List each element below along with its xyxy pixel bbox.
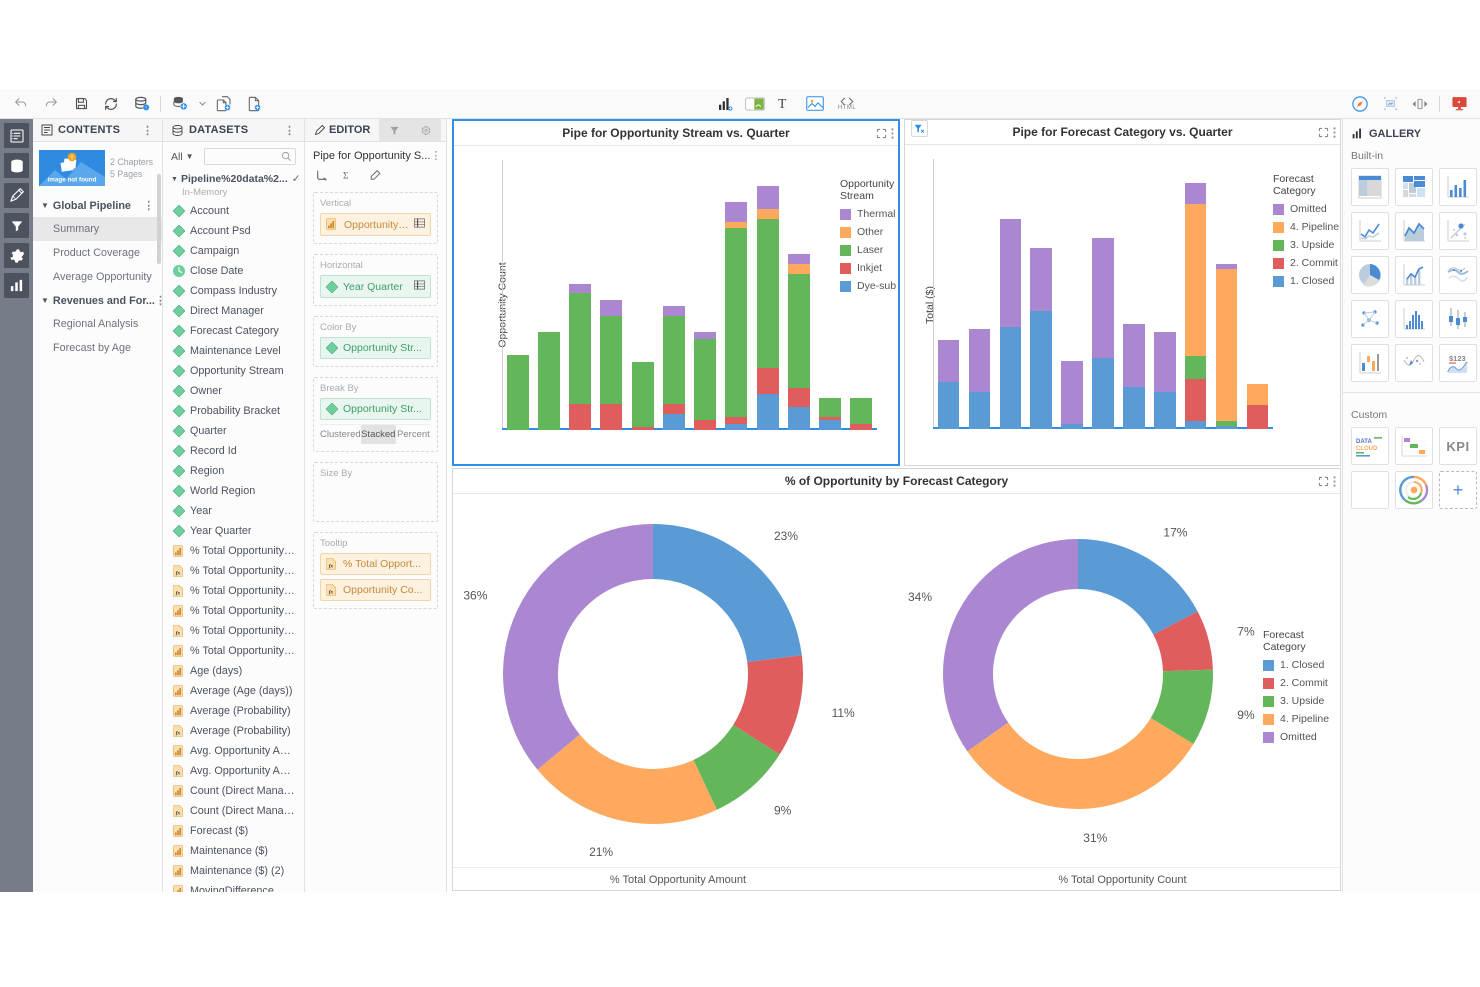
svg-text:image not found: image not found (48, 177, 97, 184)
svg-text:CLOUD: CLOUD (1356, 446, 1378, 452)
svg-text:DATA: DATA (1356, 439, 1372, 445)
svg-text:$123: $123 (1449, 354, 1466, 363)
svg-text:Σ: Σ (343, 172, 349, 182)
svg-text:31%: 31% (1083, 831, 1107, 845)
svg-text:17%: 17% (1163, 525, 1187, 539)
svg-text:34%: 34% (908, 590, 932, 604)
svg-text:21%: 21% (589, 845, 613, 859)
svg-text:!: ! (71, 156, 73, 162)
svg-text:7%: 7% (1237, 624, 1255, 638)
svg-text:9%: 9% (774, 803, 792, 817)
svg-text:11%: 11% (832, 706, 855, 720)
svg-text:9%: 9% (1237, 708, 1255, 722)
svg-text:36%: 36% (463, 588, 487, 602)
svg-text:T: T (778, 96, 787, 111)
svg-text:23%: 23% (774, 529, 798, 543)
svg-text:i: i (145, 105, 146, 110)
